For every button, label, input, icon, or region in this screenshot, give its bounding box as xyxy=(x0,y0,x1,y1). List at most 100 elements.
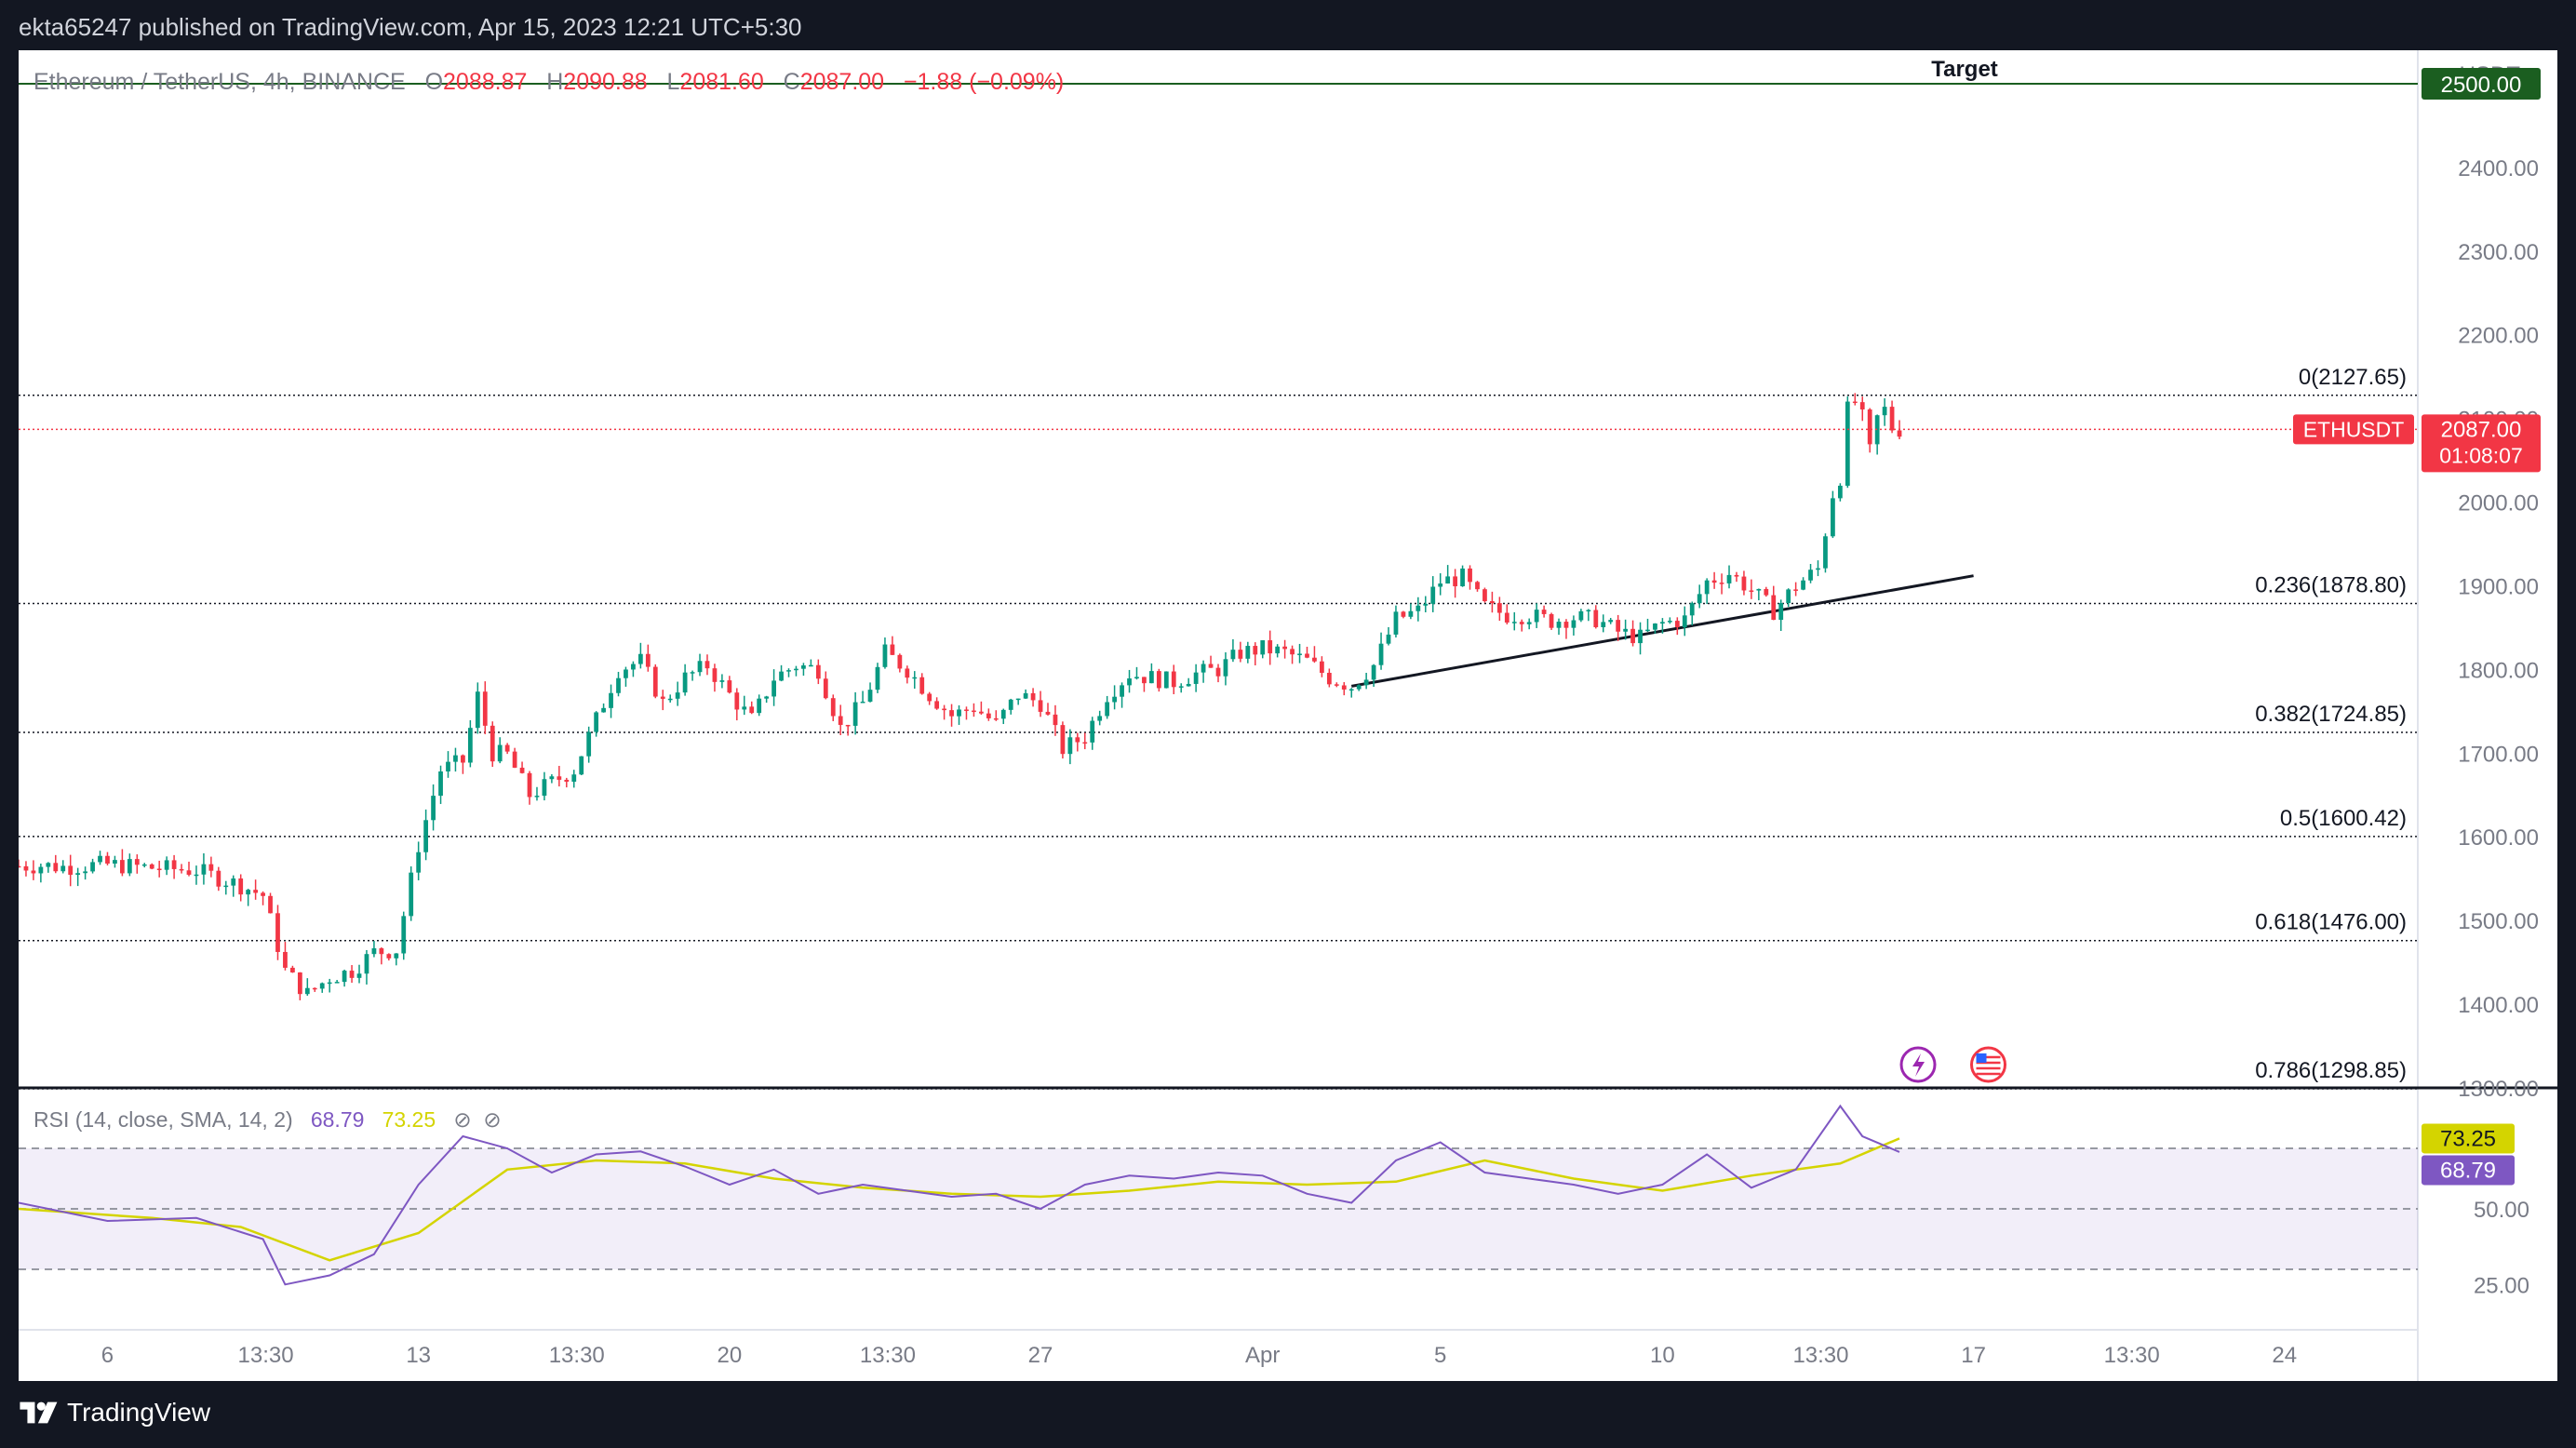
candle xyxy=(616,677,621,693)
candle xyxy=(113,860,117,864)
candle xyxy=(149,864,154,869)
candle xyxy=(1453,576,1458,586)
rsi-sma-value: 73.25 xyxy=(382,1107,436,1132)
candle xyxy=(127,859,132,874)
candle xyxy=(1460,568,1465,586)
candle xyxy=(949,710,954,717)
candle xyxy=(475,691,480,729)
current-price-text: 2087.00 xyxy=(2441,417,2522,442)
target-price-badge xyxy=(2422,67,2541,100)
candle xyxy=(645,653,651,667)
candle xyxy=(1423,603,1429,606)
candle xyxy=(409,872,414,917)
candle xyxy=(371,948,377,955)
candle xyxy=(438,771,443,797)
candle xyxy=(1793,589,1799,591)
candle xyxy=(1401,611,1406,617)
candle xyxy=(164,860,169,870)
symbol-title: Ethereum / TetherUS, 4h, BINANCE xyxy=(34,69,406,95)
candle xyxy=(1208,664,1214,668)
chart-panel[interactable]: 1300.00 1400.00 1500.00 1600.00 1700.00 1800.… xyxy=(19,50,2557,1381)
publisher-bar: ekta65247 published on TradingView.com, … xyxy=(0,0,2576,50)
candle xyxy=(105,855,110,864)
candle xyxy=(764,696,770,699)
candle xyxy=(1008,699,1013,710)
y-tick-label: 1700.00 xyxy=(2458,742,2539,767)
candle xyxy=(246,890,251,895)
candle xyxy=(1526,622,1532,624)
candle xyxy=(1586,610,1591,612)
fib-level-label: 0(2127.65) xyxy=(2299,365,2407,390)
candle xyxy=(1386,634,1391,644)
candle xyxy=(637,653,643,664)
price-chart[interactable]: 1300.00 1400.00 1500.00 1600.00 1700.00 1800.… xyxy=(19,50,2557,1381)
y-tick-label: 1300.00 xyxy=(2458,1077,2539,1102)
open-label: O xyxy=(424,69,444,95)
y-tick-label: 1500.00 xyxy=(2458,909,2539,934)
x-tick-label: 13:30 xyxy=(2104,1343,2160,1368)
candle xyxy=(1593,610,1599,627)
candle xyxy=(1808,570,1813,581)
tradingview-logo[interactable]: TradingView xyxy=(19,1398,210,1428)
candle xyxy=(1852,401,1858,404)
candle xyxy=(1253,646,1258,655)
candle xyxy=(1867,409,1872,445)
candle xyxy=(1268,640,1273,654)
candle xyxy=(527,772,532,798)
y-tick-label: 2000.00 xyxy=(2458,491,2539,516)
candle xyxy=(1163,671,1169,689)
candle xyxy=(386,954,392,959)
rsi-value-badge xyxy=(2422,1155,2515,1186)
candle xyxy=(624,669,628,678)
candle xyxy=(194,874,199,877)
tradingview-logo-icon xyxy=(20,1401,58,1424)
candle xyxy=(1682,615,1687,628)
candle xyxy=(942,708,946,711)
fib-level-label: 0.236(1878.80) xyxy=(2255,573,2407,598)
candle xyxy=(1578,610,1584,621)
candle xyxy=(1186,683,1191,687)
candle xyxy=(571,774,577,783)
candle xyxy=(31,870,36,874)
candle xyxy=(1771,595,1777,621)
rsi-y-tick-label: 50.00 xyxy=(2474,1198,2529,1223)
candle xyxy=(208,864,214,871)
candle xyxy=(1823,536,1828,569)
candle xyxy=(268,895,273,914)
candle xyxy=(253,890,259,893)
close-value: 2087.00 xyxy=(799,69,885,95)
candle xyxy=(1030,692,1036,701)
high-value: 2090.88 xyxy=(563,69,648,95)
candle xyxy=(512,751,517,768)
rsi-legend: RSI (14, close, SMA, 14, 2) 68.79 73.25 … xyxy=(34,1107,502,1133)
candle xyxy=(364,954,369,974)
candle xyxy=(1719,583,1724,584)
candle xyxy=(75,873,81,876)
candle xyxy=(749,706,755,714)
candle xyxy=(1475,582,1480,590)
candle xyxy=(1023,692,1028,699)
candle xyxy=(1438,583,1443,587)
candle xyxy=(38,866,44,874)
candle xyxy=(675,692,680,699)
candle xyxy=(757,698,762,714)
eye-off-icon[interactable]: ⊘ xyxy=(453,1107,472,1132)
candle xyxy=(794,668,798,671)
candle xyxy=(504,744,510,752)
candle xyxy=(727,680,732,693)
candle xyxy=(875,666,880,690)
candle xyxy=(897,654,903,669)
candle xyxy=(1393,611,1399,635)
candle xyxy=(349,971,355,978)
candle xyxy=(1859,402,1865,409)
current-price-badge xyxy=(2422,414,2541,473)
candle xyxy=(1112,696,1117,703)
candle xyxy=(1660,622,1665,624)
candle xyxy=(823,678,828,699)
candle xyxy=(1282,646,1287,650)
candle xyxy=(1534,610,1539,623)
candle xyxy=(1334,684,1339,686)
eye-off-icon[interactable]: ⊘ xyxy=(483,1107,502,1132)
candle xyxy=(334,982,340,984)
candle xyxy=(1897,430,1902,437)
